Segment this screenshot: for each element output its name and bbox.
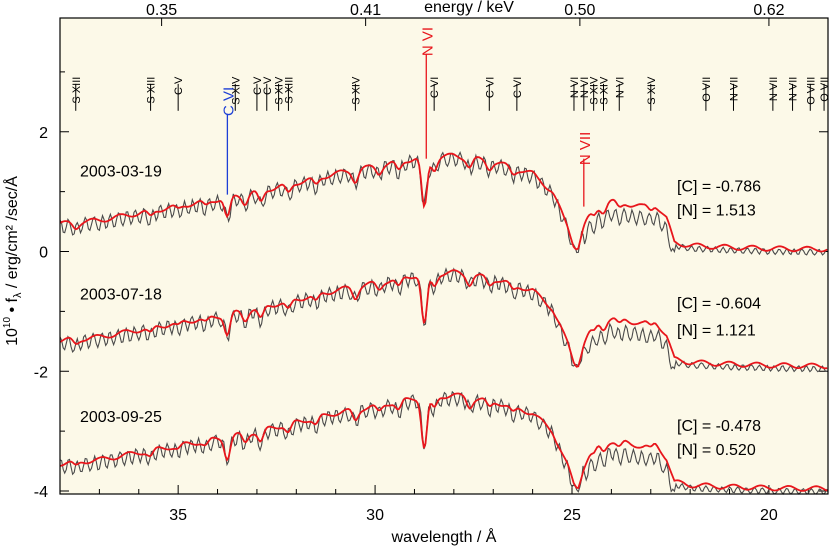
x-tick-label: 20 bbox=[760, 507, 778, 524]
x-axis-label: wavelength / Å bbox=[391, 527, 497, 546]
line-id-label: C V bbox=[262, 76, 274, 95]
epoch-date: 2003-09-25 bbox=[80, 409, 162, 426]
carbon-abundance: [C] = -0.786 bbox=[677, 179, 761, 196]
y-label-units: / erg/cm² /sec/Å bbox=[2, 176, 21, 293]
edge-labels: C VI N VI N VII bbox=[220, 27, 594, 207]
epoch-annotations: 2003-03-19 [C] = -0.786 [N] = 1.513 2003-07… bbox=[80, 164, 761, 459]
top-tick-label: 0.62 bbox=[753, 2, 784, 19]
edge-label: C VI bbox=[220, 87, 237, 116]
model-spectrum-line bbox=[59, 269, 828, 370]
line-id-label: S XIII bbox=[283, 77, 295, 104]
edge-label: N VII bbox=[577, 132, 594, 165]
tick-marks bbox=[60, 18, 828, 494]
top-tick-label: 0.41 bbox=[350, 2, 381, 19]
observed-spectrum-line bbox=[59, 390, 828, 495]
carbon-abundance: [C] = -0.478 bbox=[677, 418, 761, 435]
line-id-label: C V bbox=[252, 76, 264, 95]
line-id-label: S XIV bbox=[350, 76, 362, 105]
line-id-label: N VII bbox=[768, 77, 780, 101]
x-tick-label: 30 bbox=[366, 507, 384, 524]
y-tick-label: 0 bbox=[39, 245, 48, 262]
line-id-label: N VI bbox=[569, 77, 581, 98]
top-tick-label: 0.50 bbox=[564, 2, 595, 19]
line-id-label: N VII bbox=[788, 77, 800, 101]
y-tick-label: -2 bbox=[34, 364, 48, 381]
line-id-label: S XIV bbox=[230, 76, 242, 105]
y-label-exponent: 10 bbox=[2, 317, 13, 329]
y-tick-label: 2 bbox=[39, 125, 48, 142]
line-id-label: S XIV bbox=[646, 76, 658, 105]
edge-label: N VI bbox=[419, 27, 436, 56]
y-tick-label: -4 bbox=[34, 484, 48, 501]
line-id-label: S XIV bbox=[599, 76, 611, 105]
epoch-date: 2003-03-19 bbox=[80, 164, 162, 181]
line-id-label: S XIV bbox=[274, 76, 286, 105]
observed-spectrum-line bbox=[59, 151, 828, 256]
line-id-label: C VI bbox=[512, 77, 524, 98]
line-id-label: C VI bbox=[429, 77, 441, 98]
top-tick-label: 0.35 bbox=[146, 2, 177, 19]
y-label-prefix: 10 bbox=[4, 328, 21, 346]
y-axis-label: 1010 • fλ / erg/cm² /sec/Å bbox=[2, 176, 24, 346]
y-label-subscript: λ bbox=[12, 292, 24, 298]
line-id-label: O VII bbox=[819, 77, 830, 102]
line-id-label: C VI bbox=[484, 77, 496, 98]
carbon-abundance: [C] = -0.604 bbox=[677, 295, 761, 312]
model-spectrum-line bbox=[59, 392, 828, 492]
line-id-label: O VIII bbox=[805, 77, 817, 105]
nitrogen-abundance: [N] = 1.121 bbox=[677, 322, 756, 339]
line-id-label: N VII bbox=[728, 77, 740, 101]
model-spectrum-line bbox=[59, 152, 828, 253]
line-id-label: C V bbox=[173, 76, 185, 95]
x-tick-label: 25 bbox=[563, 507, 581, 524]
epoch-date: 2003-07-18 bbox=[80, 286, 162, 303]
observed-spectrum-line bbox=[59, 267, 828, 373]
x-tick-label: 35 bbox=[169, 507, 187, 524]
plot-background bbox=[60, 18, 828, 494]
series-group bbox=[59, 151, 828, 495]
line-id-label: N VI bbox=[614, 77, 626, 98]
line-id-label: O VII bbox=[701, 77, 713, 102]
top-axis-label: energy / keV bbox=[424, 0, 514, 16]
y-label-symbol: • f bbox=[4, 298, 21, 317]
nitrogen-abundance: [N] = 1.513 bbox=[677, 203, 756, 220]
nitrogen-abundance: [N] = 0.520 bbox=[677, 442, 756, 459]
line-id-label: S XIV bbox=[589, 76, 601, 105]
line-id-label: S XIII bbox=[71, 77, 83, 104]
plot-frame bbox=[59, 17, 829, 495]
line-id-label: S XIII bbox=[146, 77, 158, 104]
line-id-label: N VI bbox=[579, 77, 591, 98]
